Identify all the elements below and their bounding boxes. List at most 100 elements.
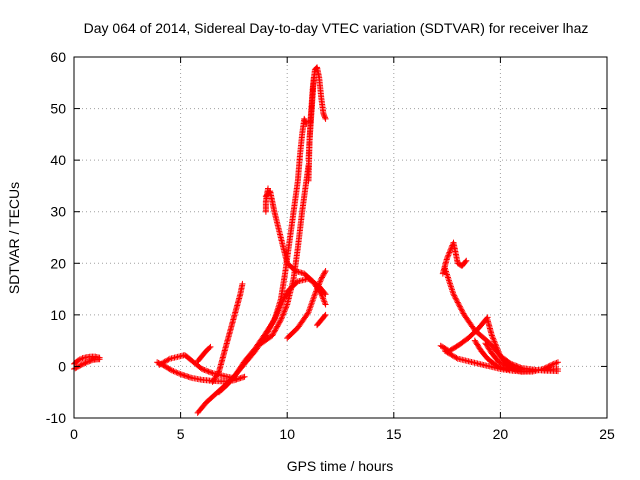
data-point [553,359,560,366]
data-point [274,323,281,330]
grid-lines [74,57,607,418]
data-point [448,285,455,292]
data-point [308,301,315,308]
data-point [317,277,324,284]
data-point [490,335,497,342]
data-point [274,322,281,329]
data-point [208,369,215,376]
data-point [494,345,501,352]
series-trace-11 [258,162,312,347]
series-trace-10 [262,185,272,215]
data-point [304,310,311,317]
series-trace-18 [437,314,491,354]
data-point [457,304,464,311]
plot-frame [73,56,608,419]
data-point [271,328,278,335]
data-point [215,369,222,376]
data-point [548,362,555,369]
data-point [462,258,469,265]
data-point [277,318,284,325]
data-point [307,304,314,311]
data-point [316,279,323,286]
data-point [317,278,324,285]
x-tick-label: 20 [493,426,509,442]
data-point [174,369,181,376]
y-tick-label: 0 [58,358,66,374]
data-point [546,362,553,369]
data-point [542,364,549,371]
data-point [82,359,89,366]
data-point [78,361,85,368]
data-point [483,315,490,322]
data-point [176,370,183,377]
data-point [239,280,246,287]
data-point [454,298,461,305]
series-trace-4 [156,352,237,382]
data-point [308,300,315,307]
series-trace-12 [284,268,329,342]
data-point [85,358,92,365]
data-point [320,297,327,304]
data-point [540,366,547,373]
data-point [319,273,326,280]
data-point [269,332,276,339]
data-point [541,365,548,372]
data-point [446,279,453,286]
data-point [451,292,458,299]
data-point [165,356,172,363]
data-point [202,367,209,374]
data-point [309,297,316,304]
data-point [496,350,503,357]
data-point [463,257,470,264]
data-point [312,289,319,296]
data-point [272,326,279,333]
data-point [280,309,287,316]
data-point [279,312,286,319]
series-trace-7 [209,280,246,385]
data-point [282,305,289,312]
data-point [321,312,328,319]
data-point [167,366,174,373]
data-point [322,115,329,122]
data-point [322,311,329,318]
data-point [451,293,458,300]
data-point [273,324,280,331]
data-point [445,250,452,257]
data-point [313,288,320,295]
data-point [454,299,461,306]
data-point [87,357,94,364]
data-point [77,362,84,369]
data-point [447,283,454,290]
data-point [201,367,208,374]
data-point [81,360,88,367]
y-tick-label: 10 [50,307,66,323]
data-point [281,307,288,314]
data-point [459,309,466,316]
data-point [280,311,287,318]
data-point [206,344,213,351]
data-point [173,369,180,376]
y-tick-label: 60 [50,49,66,65]
data-point [489,333,496,340]
data-point [452,295,459,302]
data-point [554,359,561,366]
data-point [197,365,204,372]
data-point [321,113,328,120]
data-point [270,329,277,336]
data-point [455,300,462,307]
data-point [495,348,502,355]
data-point [293,279,300,286]
data-point [321,298,328,305]
data-point [269,331,276,338]
data-point [493,344,500,351]
data-point [311,291,318,298]
data-point [79,361,86,368]
data-point [169,367,176,374]
data-point [319,294,326,301]
data-point [314,285,321,292]
data-point [321,300,328,307]
data-point [320,112,327,119]
data-point [445,277,452,284]
data-point [321,269,328,276]
